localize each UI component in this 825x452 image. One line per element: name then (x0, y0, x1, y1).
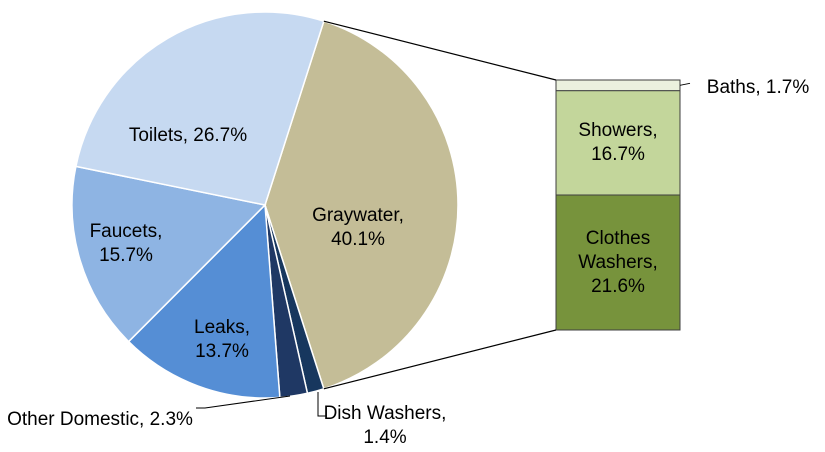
connector-line (323, 329, 557, 390)
breakout-bar (555, 79, 681, 92)
pie-slice (264, 20, 459, 390)
pie-slice (75, 11, 325, 206)
data-label: Leaks, 13.7% (194, 317, 250, 362)
connector-line (323, 20, 557, 81)
data-label: Graywater, 40.1% (312, 205, 404, 250)
breakout-bar (555, 194, 681, 331)
leader-line (196, 395, 291, 409)
pie-slice (127, 203, 281, 399)
data-label: Showers, 16.7% (578, 119, 658, 165)
breakout-bar (555, 90, 681, 196)
leader-line (317, 392, 326, 417)
data-label: Dish Washers, 1.4% (323, 403, 447, 448)
pie-slice (71, 165, 267, 343)
data-label: Toilets, 26.7% (128, 125, 248, 146)
data-label: Other Domestic, 2.3% (7, 409, 193, 430)
leader-line (679, 82, 691, 86)
data-label: Faucets, 15.7% (89, 221, 163, 266)
data-label: Clothes Washers, 21.6% (578, 227, 658, 297)
data-label: Baths, 1.7% (706, 77, 810, 98)
